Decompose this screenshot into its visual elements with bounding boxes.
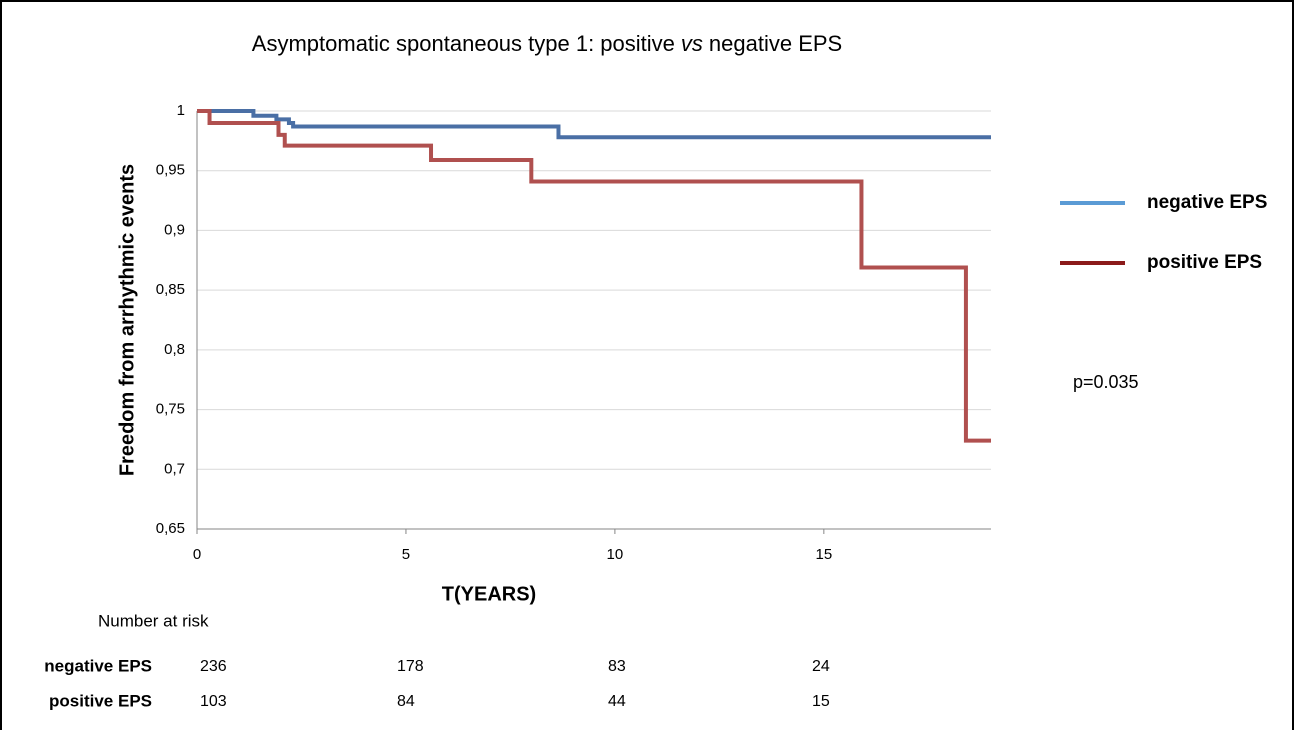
chart-title: Asymptomatic spontaneous type 1: positiv… xyxy=(252,31,842,56)
y-tick-label: 0,75 xyxy=(156,401,185,418)
risk-value: 178 xyxy=(397,658,424,675)
risk-table-title: Number at risk xyxy=(98,611,209,630)
annotation: p=0.035 xyxy=(1073,372,1139,392)
risk-value: 103 xyxy=(200,693,227,710)
risk-row-name: negative EPS xyxy=(44,656,152,675)
km-curve xyxy=(197,109,991,140)
risk-value: 236 xyxy=(200,658,227,675)
legend-label: positive EPS xyxy=(1147,252,1262,273)
y-tick-label: 0,95 xyxy=(156,162,185,179)
y-tick-label: 0,85 xyxy=(156,281,185,298)
y-axis-label: Freedom from arrhythmic events xyxy=(116,164,138,476)
x-axis-label: T(YEARS) xyxy=(442,583,536,605)
km-curve xyxy=(197,109,991,443)
risk-value: 44 xyxy=(608,693,626,710)
x-tick-label: 15 xyxy=(815,546,832,563)
y-tick-label: 0,9 xyxy=(164,221,185,238)
title-part: Asymptomatic spontaneous type 1: positiv… xyxy=(252,31,675,56)
risk-value: 24 xyxy=(812,658,830,675)
title-part: negative EPS xyxy=(709,31,842,56)
y-tick-label: 0,7 xyxy=(164,460,185,477)
legend-label: negative EPS xyxy=(1147,192,1267,213)
risk-value: 15 xyxy=(812,693,830,710)
x-tick-label: 0 xyxy=(193,546,201,563)
x-tick-label: 5 xyxy=(402,546,410,563)
y-tick-label: 0,8 xyxy=(164,341,185,358)
risk-value: 84 xyxy=(397,693,415,710)
y-tick-label: 0,65 xyxy=(156,520,185,537)
x-tick-label: 10 xyxy=(607,546,624,563)
title-part: vs xyxy=(681,31,703,56)
y-tick-label: 1 xyxy=(177,102,185,119)
risk-row-name: positive EPS xyxy=(49,691,152,710)
risk-value: 83 xyxy=(608,658,626,675)
